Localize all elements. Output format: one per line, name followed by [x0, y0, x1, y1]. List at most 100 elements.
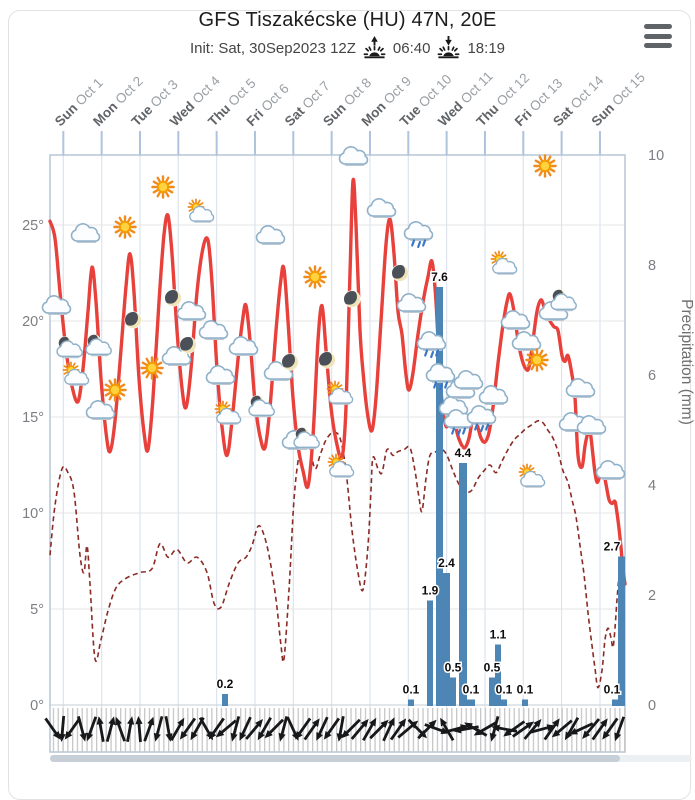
wind-arrow-head	[215, 729, 225, 738]
wind-arrow-head	[360, 719, 369, 728]
cloud-icon	[453, 369, 484, 391]
precipitation-bar	[443, 573, 450, 706]
sun-icon	[533, 154, 557, 178]
horizontal-scrollbar-thumb[interactable]	[50, 755, 620, 762]
suncloud-icon	[491, 251, 516, 274]
cloud-icon	[70, 222, 101, 244]
temperature-curve	[48, 177, 627, 586]
sunset-icon	[438, 36, 460, 59]
wind-arrow-head	[58, 733, 66, 742]
sunrise-icon	[363, 36, 386, 59]
precipitation-value-label: 1.9	[422, 584, 439, 598]
dashed-temperature-curve	[49, 419, 622, 689]
wind-arrow-head	[52, 731, 61, 740]
sunset-time: 18:19	[467, 39, 506, 57]
page-title: GFS Tiszakécske (HU) 47N, 20E	[198, 9, 497, 31]
precipitation-value-label: 0.2	[217, 677, 234, 691]
wind-arrow-head	[533, 719, 542, 728]
wind-arrow-head	[453, 726, 462, 734]
wind-arrow-head	[552, 718, 560, 727]
precipitation-bar	[222, 694, 228, 706]
precipitation-bar	[489, 677, 495, 706]
wind-arrow-head	[564, 731, 572, 741]
wind-arrow-head	[153, 732, 161, 742]
wind-arrow-head	[135, 716, 143, 725]
wind-arrow-head	[127, 716, 135, 725]
wind-arrow-head	[179, 731, 188, 740]
wind-arrow-head	[491, 724, 500, 732]
moon-icon	[316, 350, 335, 369]
precipitation-bar	[450, 677, 456, 706]
precipitation-bar	[459, 463, 467, 706]
wind-arrow-head	[582, 730, 591, 739]
precipitation-bar	[467, 699, 475, 706]
wind-arrow-head	[208, 731, 217, 740]
wind-arrow-head	[278, 732, 286, 742]
wind-arrow-head	[473, 728, 483, 736]
temp-axis-label: 0°	[30, 698, 44, 714]
cloud-icon	[565, 377, 596, 399]
cloud-icon	[205, 364, 236, 386]
wind-arrow-head	[602, 731, 610, 740]
precipitation-bar	[495, 644, 501, 706]
precipitation-value-label: 4.4	[455, 446, 472, 460]
wind-arrow-head	[600, 718, 608, 727]
wind-arrow-head	[239, 732, 247, 741]
wind-arrow-head	[440, 717, 448, 727]
wind-arrow-head	[369, 717, 377, 727]
cloud-icon	[338, 145, 369, 167]
cloud-icon	[396, 292, 427, 314]
chart-header: GFS Tiszakécske (HU) 47N, 20E Init: Sat,…	[0, 0, 695, 61]
precipitation-value-label: 0.1	[463, 683, 480, 697]
wind-arrow-head	[428, 719, 437, 728]
init-label: Init: Sat, 30Sep2023 12Z	[189, 39, 356, 57]
precip-axis-label: 2	[648, 588, 656, 604]
precip-axis-label: 0	[648, 698, 656, 714]
temp-axis-label: 15°	[22, 410, 44, 426]
wind-arrow-head	[525, 721, 534, 730]
precipitation-value-label: 0.1	[496, 683, 513, 697]
wind-arrow-head	[295, 731, 303, 740]
mooncloud-icon	[551, 288, 576, 311]
precipitation-labels: 0.2 0.11.97.62.40.54.40.10.51.10.1 0.1 0.12…	[215, 269, 622, 699]
wind-arrow-head	[115, 716, 122, 726]
sun-icon	[140, 356, 164, 380]
hamburger-menu-icon[interactable]	[644, 24, 672, 48]
wind-arrow-head	[387, 717, 395, 726]
precipitation-bar	[408, 699, 414, 706]
wind-arrow-head	[569, 727, 578, 735]
wind-arrow-head	[614, 732, 622, 742]
cloud-icon	[595, 459, 626, 481]
precipitation-bar	[522, 699, 528, 706]
precipitation-value-label: 0.1	[517, 683, 534, 697]
wind-arrow-head	[323, 731, 332, 740]
precipitation-bar	[427, 600, 433, 706]
wind-arrow-head	[64, 731, 73, 740]
precipitation-bar	[618, 556, 625, 706]
precipitation-value-label: 1.1	[490, 628, 507, 642]
wind-arrow-head	[147, 716, 155, 726]
precip-axis-label: 6	[648, 368, 656, 384]
wind-arrow-head	[79, 732, 87, 742]
sun-icon	[113, 215, 137, 239]
cloud-icon	[176, 300, 207, 322]
init-row: Init: Sat, 30Sep2023 12Z 06:40 18:19	[0, 35, 695, 61]
wind-arrow-head	[464, 722, 473, 730]
temp-axis-label: 25°	[22, 218, 44, 234]
precipitation-value-label: 0.1	[604, 683, 621, 697]
sun-icon	[103, 378, 127, 402]
precipitation-bar	[612, 699, 618, 706]
precipitation-value-label: 0.1	[403, 683, 420, 697]
precip-axis-label: 8	[648, 258, 656, 274]
sun-icon	[303, 265, 327, 289]
wind-arrow-head	[177, 717, 185, 727]
sun-icon	[151, 175, 175, 199]
wind-arrow-head	[489, 732, 497, 742]
wind-arrow-head	[96, 716, 104, 725]
precip-axis-title: Precipitation (mm)	[678, 299, 695, 425]
wind-arrow-head	[86, 732, 94, 742]
cloud-icon	[366, 197, 397, 219]
wind-arrow-head	[255, 719, 263, 728]
